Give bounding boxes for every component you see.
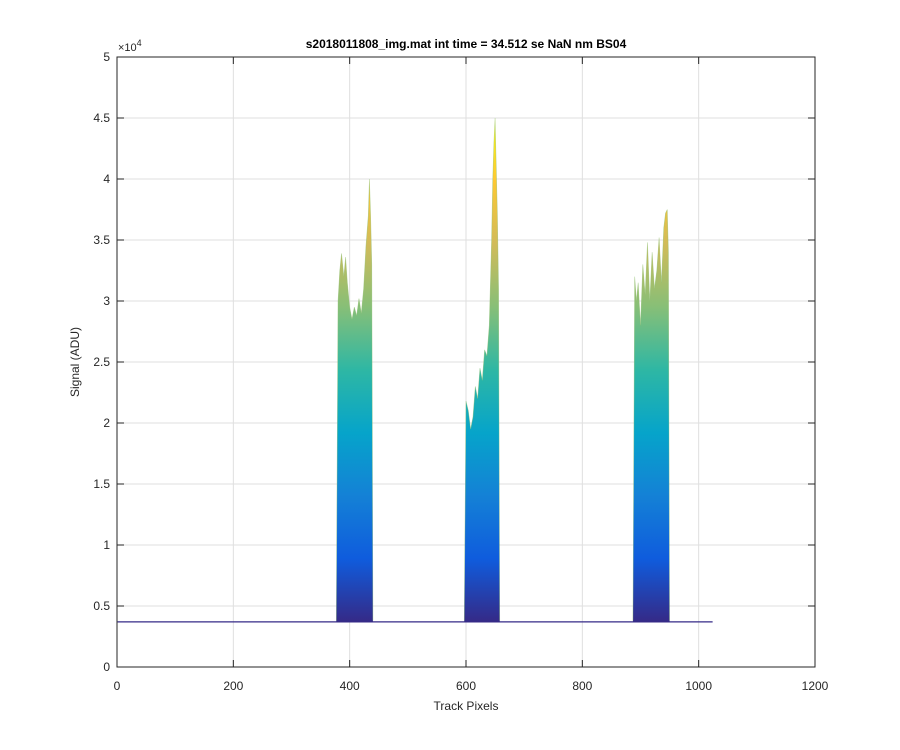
y-axis-label: Signal (ADU) [68,327,82,397]
y-tick-label: 3 [103,294,110,308]
x-tick-label: 1200 [802,679,829,693]
peak-2-edge [463,117,501,621]
y-tick-label: 2.5 [93,355,110,369]
y-tick-label: 4.5 [93,111,110,125]
peak-3-area [632,209,670,622]
series-layer [117,117,713,623]
peak-2-area [464,118,500,622]
x-tick-label: 0 [114,679,121,693]
y-exponent-power: 4 [137,38,142,48]
x-tick-label: 600 [456,679,476,693]
peak-1-edge [335,178,374,621]
chart-title: s2018011808_img.mat int time = 34.512 se… [306,37,627,51]
peak-3-edge [632,209,670,621]
y-tick-label: 1.5 [93,477,110,491]
x-tick-label: 400 [340,679,360,693]
y-tick-label: 3.5 [93,233,110,247]
x-tick-label: 200 [223,679,243,693]
y-tick-label: 0 [103,660,110,674]
plot-area: 0 200 400 600 800 1000 1200 0 0.5 1 1.5 2 2.5 3 3.5 4 4… [93,50,828,693]
y-exponent-label: ×104 [118,38,142,54]
y-tick-labels: 0 0.5 1 1.5 2 2.5 3 3.5 4 4.5 5 [93,50,110,674]
y-tick-label: 1 [103,538,110,552]
tick-marks [116,56,816,668]
x-axis-label: Track Pixels [434,699,499,713]
x-tick-label: 800 [572,679,592,693]
y-tick-label: 2 [103,416,110,430]
x-tick-label: 1000 [685,679,712,693]
x-tick-labels: 0 200 400 600 800 1000 1200 [114,679,829,693]
y-tick-label: 5 [103,50,110,64]
y-tick-label: 0.5 [93,599,110,613]
y-tick-label: 4 [103,172,110,186]
